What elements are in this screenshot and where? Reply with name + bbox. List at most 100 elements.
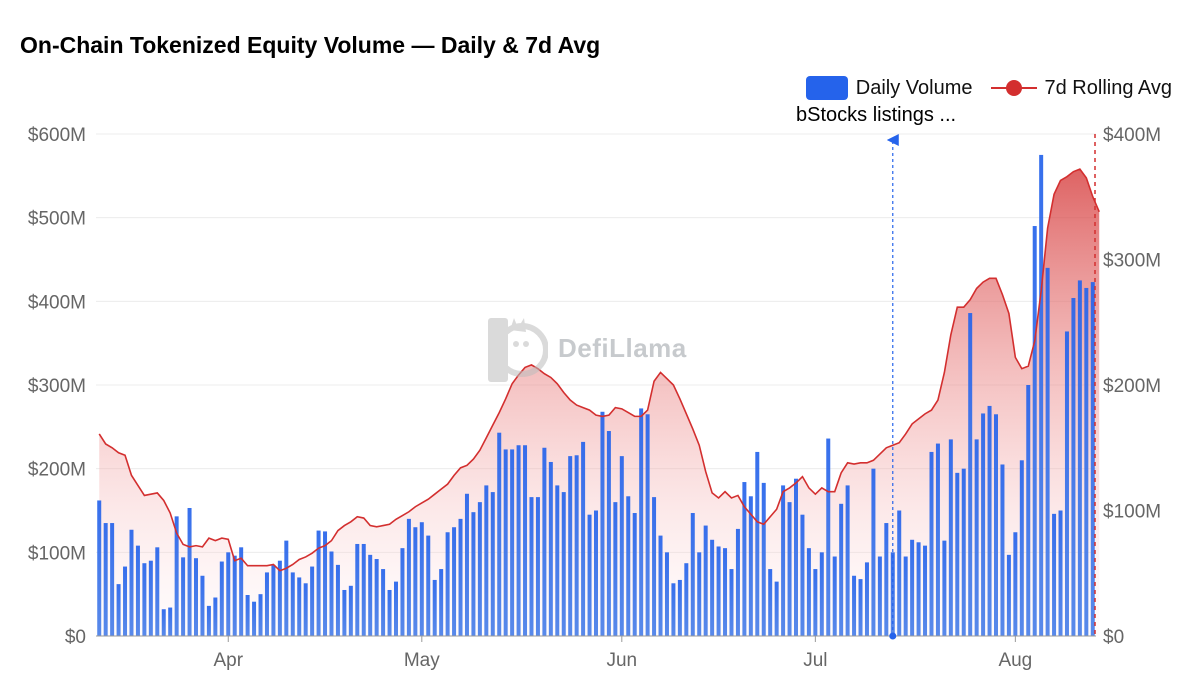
- volume-bar: [826, 438, 831, 636]
- volume-bar: [329, 551, 334, 636]
- volume-bar: [348, 585, 353, 636]
- volume-bar: [103, 523, 108, 636]
- volume-bar: [697, 552, 702, 636]
- x-tick-label: May: [404, 650, 440, 671]
- volume-bar: [200, 575, 205, 636]
- volume-bar: [271, 564, 276, 636]
- legend-label-rolling-avg: 7d Rolling Avg: [1044, 76, 1173, 99]
- volume-bar: [942, 540, 947, 636]
- volume-bar: [664, 552, 669, 636]
- volume-bar: [923, 545, 928, 636]
- volume-bar: [806, 548, 811, 636]
- volume-bar: [981, 413, 986, 636]
- volume-bar: [864, 562, 869, 636]
- volume-bar: [290, 572, 295, 636]
- volume-bar: [148, 560, 153, 636]
- axes: $0 $100M $200M $300M $400M $500M $600M $0 $100M $…: [28, 125, 1161, 671]
- volume-bar: [761, 482, 766, 636]
- y-left-tick-label: $300M: [28, 376, 86, 397]
- rolling-avg-line: [98, 168, 1100, 572]
- volume-bar: [110, 523, 115, 636]
- volume-bar: [116, 584, 121, 636]
- volume-bar: [587, 514, 592, 636]
- volume-bar: [955, 472, 960, 636]
- volume-bar: [755, 451, 760, 636]
- y-right-tick-label: $100M: [1103, 502, 1161, 523]
- volume-bar: [297, 577, 302, 636]
- annotation-label: bStocks listings ...: [796, 104, 957, 126]
- volume-bar: [684, 563, 689, 636]
- volume-bar: [419, 522, 424, 636]
- volume-bar: [1045, 267, 1050, 636]
- volume-bar: [161, 609, 166, 636]
- volume-bar: [729, 569, 734, 636]
- x-tick-label: Apr: [213, 650, 243, 671]
- volume-bar: [516, 445, 521, 636]
- volume-bar: [245, 595, 250, 636]
- volume-bar: [174, 516, 179, 636]
- volume-bar: [142, 563, 147, 636]
- volume-bar: [477, 502, 482, 636]
- volume-bar: [632, 513, 637, 636]
- legend-item-daily-volume[interactable]: Daily Volume: [805, 76, 973, 100]
- volume-bar: [368, 554, 373, 636]
- volume-bar: [813, 569, 818, 636]
- volume-bar: [303, 583, 308, 636]
- chart-title: On-Chain Tokenized Equity Volume — Daily…: [20, 32, 601, 58]
- volume-bar: [239, 547, 244, 636]
- volume-bar: [155, 547, 160, 636]
- legend-item-rolling-avg[interactable]: 7d Rolling Avg: [990, 76, 1173, 100]
- volume-bar: [548, 461, 553, 636]
- volume-bar: [742, 482, 747, 636]
- y-right-tick-label: $300M: [1103, 251, 1161, 272]
- volume-bar: [484, 485, 489, 636]
- volume-bar: [748, 496, 753, 636]
- volume-bar: [1026, 385, 1031, 636]
- chart-legend: Daily Volume 7d Rolling Avg: [805, 76, 1173, 100]
- volume-bar: [703, 525, 708, 636]
- volume-bar: [935, 443, 940, 636]
- volume-bar: [723, 548, 728, 636]
- volume-bar: [97, 500, 102, 636]
- volume-bar: [258, 594, 263, 636]
- annotation-dot: [889, 632, 897, 640]
- volume-bar: [645, 414, 650, 636]
- volume-bar: [677, 579, 682, 636]
- volume-bar: [1052, 513, 1057, 636]
- volume-bar: [1039, 154, 1044, 636]
- volume-bar: [1077, 280, 1082, 636]
- volume-bar: [355, 543, 360, 636]
- volume-bar: [323, 531, 328, 636]
- volume-bar: [1000, 464, 1005, 636]
- volume-bar: [916, 542, 921, 636]
- volume-bar: [523, 445, 528, 636]
- volume-bar: [310, 566, 315, 636]
- volume-bar: [858, 579, 863, 636]
- volume-bar: [832, 556, 837, 636]
- volume-bar: [232, 555, 237, 636]
- volume-bar: [968, 313, 973, 636]
- llama-logo-icon: [488, 318, 548, 382]
- volume-bar: [335, 564, 340, 636]
- volume-bar: [264, 572, 269, 636]
- volume-bar: [1032, 226, 1037, 637]
- volume-bar: [1084, 287, 1089, 636]
- volume-bar: [626, 496, 631, 636]
- volume-bar: [768, 569, 773, 636]
- volume-bar: [181, 557, 186, 636]
- volume-bar: [568, 456, 573, 636]
- volume-bar: [1019, 460, 1024, 636]
- volume-bar: [452, 527, 457, 636]
- volume-bar: [406, 518, 411, 636]
- volume-bar: [710, 539, 715, 636]
- volume-bar: [413, 527, 418, 636]
- watermark-text: DefiLlama: [558, 332, 687, 363]
- volume-bar: [974, 439, 979, 636]
- volume-bar: [458, 518, 463, 636]
- volume-bar: [581, 441, 586, 636]
- volume-bar: [497, 432, 502, 636]
- daily-volume-bars: [97, 154, 1095, 637]
- volume-bar: [187, 507, 192, 636]
- volume-bar: [426, 535, 431, 636]
- volume-bar: [1006, 554, 1011, 636]
